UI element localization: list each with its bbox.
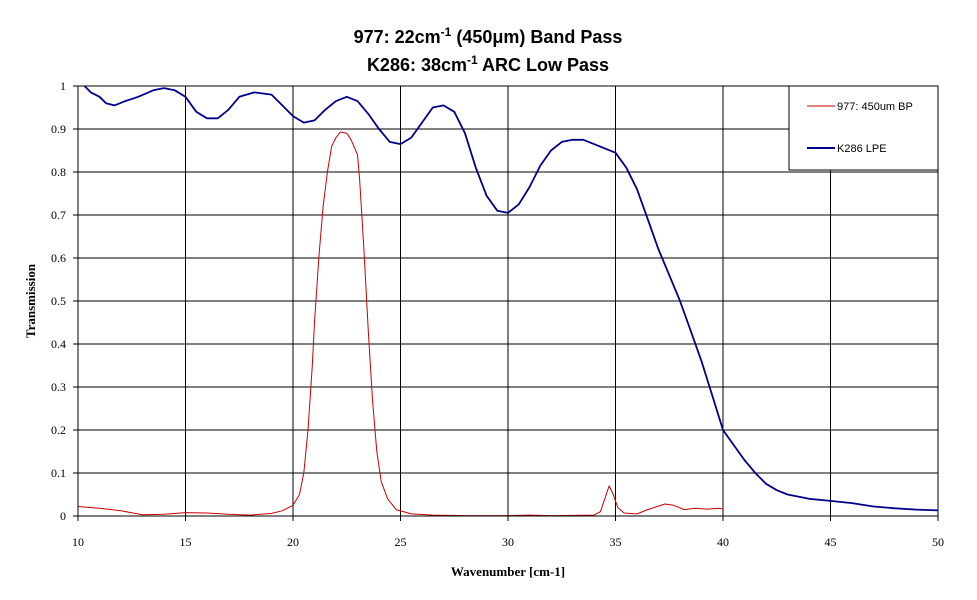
chart-title-line-2-main: K286: 38cm [367, 55, 467, 75]
x-tick-label: 40 [717, 535, 729, 549]
y-tick-label: 0.8 [51, 165, 66, 179]
series-line-2 [83, 85, 939, 512]
y-tick-label: 0.1 [51, 466, 66, 480]
series-layer [77, 85, 939, 517]
chart-title-line-2-superscript: -1 [467, 53, 478, 67]
chart-title-line-1-superscript: -1 [441, 25, 452, 39]
x-tick-label: 25 [395, 535, 407, 549]
y-tick-label: 0.2 [51, 423, 66, 437]
x-tick-label: 45 [825, 535, 837, 549]
y-tick-label: 0.5 [51, 294, 66, 308]
chart-title-line-2-rest: ARC Low Pass [478, 55, 609, 75]
legend-box [788, 85, 939, 171]
y-tick-label: 0.6 [51, 251, 66, 265]
x-tick-label: 15 [180, 535, 192, 549]
y-tick-label: 0 [60, 509, 66, 523]
chart-title-line-2: K286: 38cm-1 ARC Low Pass [367, 53, 609, 75]
x-tick-label: 20 [287, 535, 299, 549]
y-axis-label: Transmission [23, 263, 38, 338]
y-axis-ticks: 0 0.1 0.2 0.3 0.4 0.5 0.6 0.7 0.8 0.9 1 [51, 79, 78, 523]
y-tick-label: 1 [60, 79, 66, 93]
x-axis-ticks: 10 15 20 25 30 35 40 45 50 [72, 516, 944, 549]
legend: 977: 450um BP K286 LPE [788, 85, 939, 171]
legend-label-series-1: 977: 450um BP [837, 101, 913, 113]
chart-title-line-1-rest: (450μm) Band Pass [451, 27, 622, 47]
y-tick-label: 0.9 [51, 122, 66, 136]
series-line-1 [77, 131, 724, 517]
x-tick-label: 35 [610, 535, 622, 549]
y-tick-label: 0.7 [51, 208, 66, 222]
y-tick-label: 0.4 [51, 337, 66, 351]
chart-title-line-1: 977: 22cm-1 (450μm) Band Pass [354, 25, 623, 47]
x-axis-label: Wavenumber [cm-1] [451, 564, 565, 579]
legend-label-series-2: K286 LPE [837, 143, 887, 155]
x-tick-label: 10 [72, 535, 84, 549]
x-tick-label: 50 [932, 535, 944, 549]
y-tick-label: 0.3 [51, 380, 66, 394]
chart-title-line-1-main: 977: 22cm [354, 27, 441, 47]
x-tick-label: 30 [502, 535, 514, 549]
